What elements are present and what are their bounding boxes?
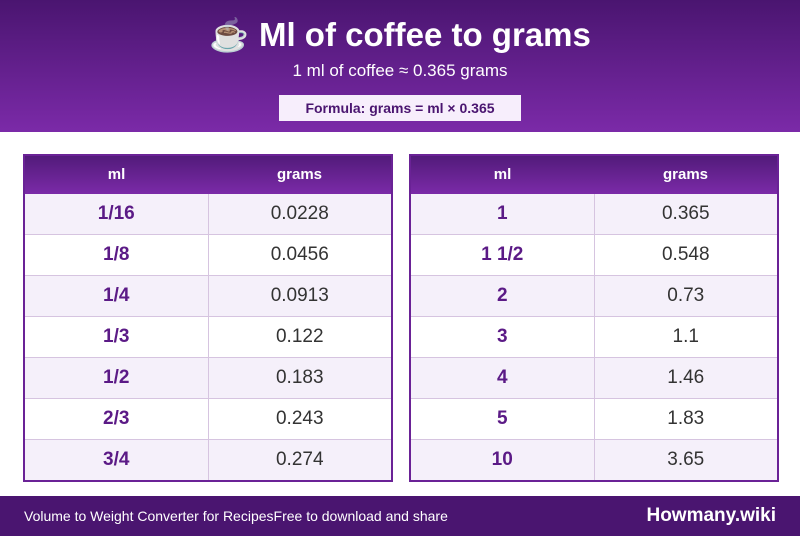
table-row: 1/4 0.0913 bbox=[25, 275, 391, 316]
cell-ml: 3/4 bbox=[25, 440, 209, 480]
page-title-row: ☕ Ml of coffee to grams bbox=[0, 14, 800, 56]
cell-ml: 1/3 bbox=[25, 317, 209, 357]
column-header-grams: grams bbox=[276, 166, 323, 183]
cell-grams: 0.0913 bbox=[270, 285, 329, 306]
cell-grams: 0.73 bbox=[667, 285, 705, 306]
cell-ml: 1/8 bbox=[25, 235, 209, 275]
page-footer: Volume to Weight Converter for RecipesFr… bbox=[0, 496, 800, 536]
cell-ml: 1/2 bbox=[25, 358, 209, 398]
cell-ml: 1 1/2 bbox=[411, 235, 595, 275]
cell-grams: 0.0228 bbox=[270, 203, 329, 224]
page-title: Ml of coffee to grams bbox=[258, 16, 591, 53]
column-header-ml: ml bbox=[107, 166, 126, 183]
table-row: 1 1/2 0.548 bbox=[411, 234, 777, 275]
table-row: 1/16 0.0228 bbox=[25, 194, 391, 234]
cell-grams: 0.274 bbox=[275, 449, 324, 470]
table-row: 1/8 0.0456 bbox=[25, 234, 391, 275]
table-row: 2 0.73 bbox=[411, 275, 777, 316]
conversion-table-left: ml grams 1/16 0.0228 1/8 0.0456 1/4 0.0913 1/3… bbox=[23, 154, 393, 482]
brand-link[interactable]: Howmany.wiki bbox=[646, 505, 776, 526]
table-body: 1 0.365 1 1/2 0.548 2 0.73 3 1.1 4 1.46 5 1.83 10 3.6… bbox=[411, 194, 777, 480]
column-header-grams: grams bbox=[662, 166, 709, 183]
table-row: 2/3 0.243 bbox=[25, 398, 391, 439]
cell-ml: 5 bbox=[411, 399, 595, 439]
cell-ml: 1/16 bbox=[25, 194, 209, 234]
cell-grams: 1.83 bbox=[667, 408, 705, 429]
formula-badge: Formula: grams = ml × 0.365 bbox=[279, 95, 521, 121]
table-header: ml grams bbox=[25, 156, 391, 194]
page-subtitle: 1 ml of coffee ≈ 0.365 grams bbox=[292, 61, 508, 80]
column-header-ml: ml bbox=[493, 166, 512, 183]
cell-grams: 0.183 bbox=[275, 367, 324, 388]
conversion-table-right: ml grams 1 0.365 1 1/2 0.548 2 0.73 3 1.1 4 1.46 5… bbox=[409, 154, 779, 482]
table-row: 1/2 0.183 bbox=[25, 357, 391, 398]
page-header: ☕ Ml of coffee to grams 1 ml of coffee ≈ … bbox=[0, 0, 800, 132]
cell-grams: 0.122 bbox=[275, 326, 324, 347]
cell-ml: 2/3 bbox=[25, 399, 209, 439]
cell-grams: 0.548 bbox=[661, 244, 710, 265]
table-body: 1/16 0.0228 1/8 0.0456 1/4 0.0913 1/3 0.122 1/2 0… bbox=[25, 194, 391, 480]
table-row: 3/4 0.274 bbox=[25, 439, 391, 480]
table-row: 1/3 0.122 bbox=[25, 316, 391, 357]
cell-ml: 2 bbox=[411, 276, 595, 316]
cell-grams: 3.65 bbox=[667, 449, 705, 470]
cell-ml: 1/4 bbox=[25, 276, 209, 316]
table-row: 5 1.83 bbox=[411, 398, 777, 439]
cell-grams: 0.0456 bbox=[270, 244, 329, 265]
table-row: 3 1.1 bbox=[411, 316, 777, 357]
footer-text: Volume to Weight Converter for RecipesFr… bbox=[24, 508, 448, 524]
cell-grams: 1.46 bbox=[667, 367, 705, 388]
cell-grams: 0.365 bbox=[661, 203, 710, 224]
cell-ml: 1 bbox=[411, 194, 595, 234]
cell-ml: 4 bbox=[411, 358, 595, 398]
coffee-cup-icon: ☕ bbox=[209, 17, 249, 53]
cell-grams: 1.1 bbox=[672, 326, 699, 347]
table-row: 10 3.65 bbox=[411, 439, 777, 480]
table-header: ml grams bbox=[411, 156, 777, 194]
table-row: 1 0.365 bbox=[411, 194, 777, 234]
cell-grams: 0.243 bbox=[275, 408, 324, 429]
table-row: 4 1.46 bbox=[411, 357, 777, 398]
cell-ml: 10 bbox=[411, 440, 595, 480]
cell-ml: 3 bbox=[411, 317, 595, 357]
